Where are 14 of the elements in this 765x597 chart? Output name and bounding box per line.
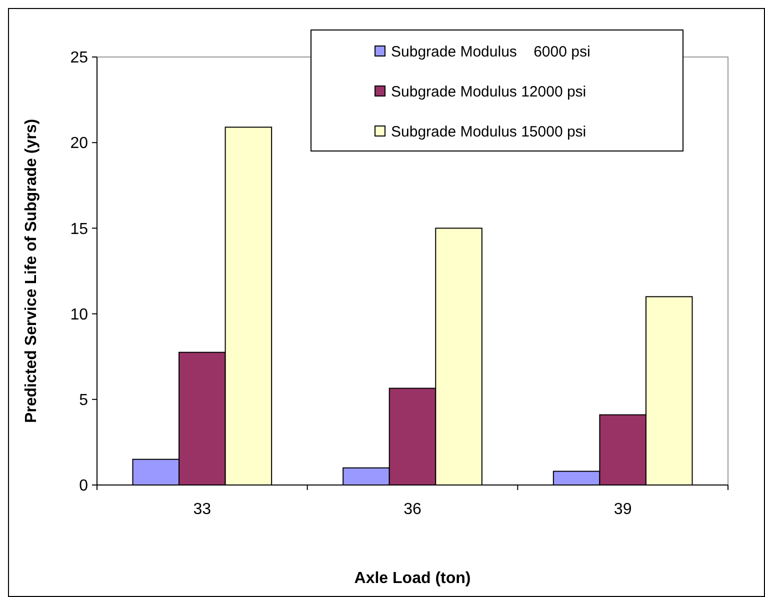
y-tick-label: 20: [70, 135, 88, 152]
x-tick-label: 36: [404, 501, 422, 518]
legend-label: Subgrade Modulus 15000 psi: [391, 123, 586, 140]
y-axis-title: Predicted Service Life of Subgrade (yrs): [23, 118, 40, 424]
y-tick-label: 5: [79, 392, 88, 409]
x-tick-label: 39: [614, 501, 632, 518]
legend-label: Subgrade Modulus 12000 psi: [391, 83, 586, 100]
y-tick-label: 10: [70, 306, 88, 324]
y-tick-label: 0: [79, 478, 88, 495]
y-tick-label: 15: [70, 220, 88, 238]
legend-label: Subgrade Modulus 6000 psi: [391, 43, 590, 60]
x-axis-title: Axle Load (ton): [354, 570, 471, 587]
x-tick-label: 33: [193, 501, 212, 518]
y-tick-label: 25: [70, 50, 88, 67]
